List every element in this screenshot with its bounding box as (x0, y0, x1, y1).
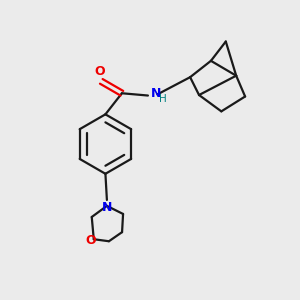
Text: N: N (151, 87, 161, 100)
Text: O: O (94, 64, 105, 77)
Text: H: H (159, 94, 167, 104)
Text: O: O (85, 234, 95, 247)
Text: N: N (102, 201, 112, 214)
